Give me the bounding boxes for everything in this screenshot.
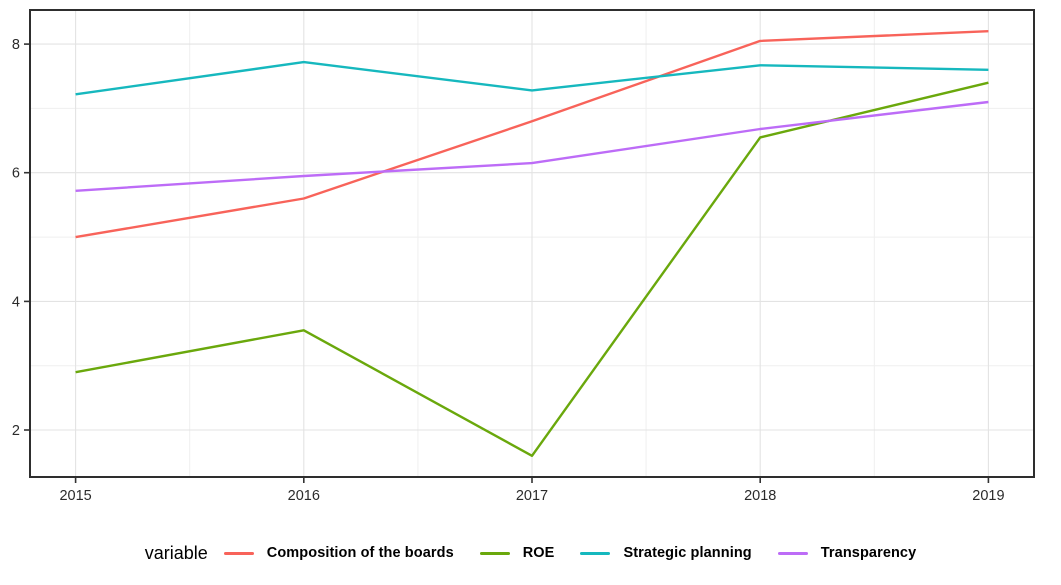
legend-item-composition-of-the-boards: Composition of the boards	[223, 545, 454, 561]
series-line-strategic-planning	[75, 60, 989, 96]
panel-border	[29, 9, 1035, 478]
legend-key-line-composition	[223, 551, 254, 555]
series-line-composition-of-the-boards	[75, 30, 989, 239]
y-tick-label: 4	[12, 294, 20, 310]
legend-title: variable	[144, 542, 208, 563]
x-tick-label: 2015	[59, 488, 91, 504]
x-tick-label: 2017	[516, 488, 548, 504]
y-tick-label: 8	[12, 37, 20, 53]
series-line-transparency	[75, 100, 989, 192]
legend-label-transparency: Transparency	[820, 545, 917, 561]
x-tick-label: 2016	[288, 488, 320, 504]
legend-item-strategic-planning: Strategic planning	[580, 545, 752, 561]
legend-key-line-strategic-planning	[580, 551, 611, 555]
legend-label-composition: Composition of the boards	[266, 545, 454, 561]
x-tick-label: 2019	[972, 488, 1004, 504]
legend-key-line-roe	[479, 551, 510, 555]
chart-svg: 2015 2016 2017 2018 2019 2 4 6 8	[12, 9, 1035, 504]
legend-key-line-transparency	[777, 551, 808, 555]
legend-label-strategic-planning: Strategic planning	[623, 545, 752, 561]
x-tick-label: 2018	[744, 488, 776, 504]
legend: variable Composition of the boards ROE S…	[0, 533, 1061, 573]
legend-item-roe: ROE	[479, 545, 555, 561]
legend-label-roe: ROE	[522, 545, 555, 561]
y-tick-label: 2	[12, 423, 20, 439]
chart-area: 2015 2016 2017 2018 2019 2 4 6 8	[12, 9, 1035, 504]
y-tick-label: 6	[12, 166, 20, 182]
legend-item-transparency: Transparency	[777, 545, 917, 561]
